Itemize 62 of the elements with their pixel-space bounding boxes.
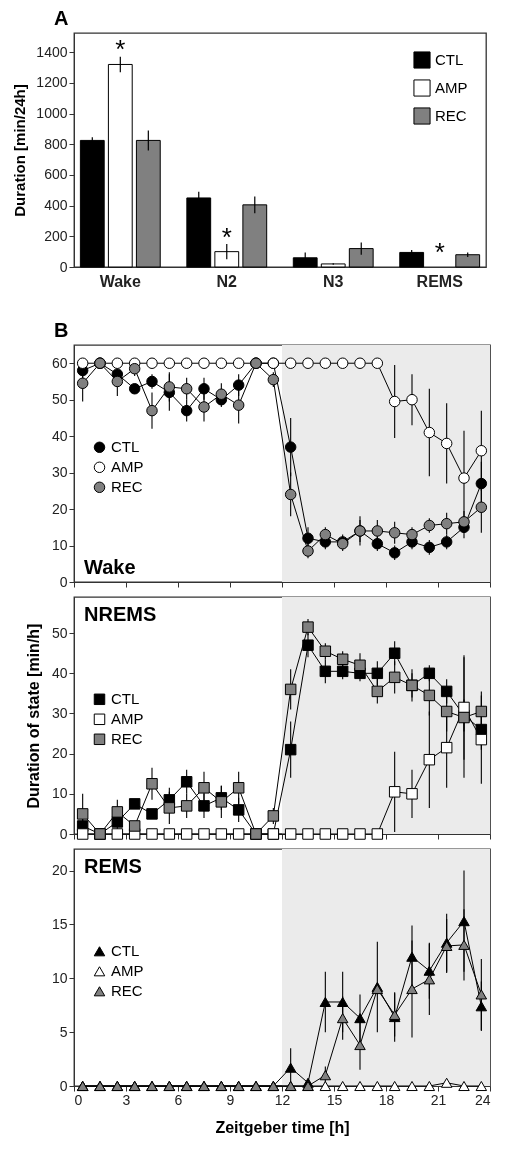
legend-label: AMP xyxy=(111,962,144,980)
y-tick-label: 20 xyxy=(51,500,68,517)
legend-label: REC xyxy=(435,107,467,124)
y-tick-label: 0 xyxy=(59,825,68,842)
x-tick-label: 0 xyxy=(74,1091,83,1108)
chart-title: B xyxy=(54,319,69,341)
legend-label: REC xyxy=(111,730,143,748)
y-tick-label: 1200 xyxy=(36,74,68,91)
y-tick-label: 600 xyxy=(44,166,68,183)
y-tick-label: 10 xyxy=(51,969,68,986)
annotation: * xyxy=(115,34,126,65)
y-tick-label: 50 xyxy=(51,624,68,641)
x-tick-label: REMS xyxy=(416,272,464,290)
legend-label: CTL xyxy=(111,438,140,456)
y-tick-label: 0 xyxy=(59,573,68,590)
x-tick-label: N2 xyxy=(216,272,238,290)
annotation: REMS xyxy=(84,855,142,877)
y-tick-label: 40 xyxy=(51,427,68,444)
x-tick-label: 24 xyxy=(474,1091,491,1108)
x-axis-title: Zeitgeber time [h] xyxy=(215,1118,350,1136)
y-tick-label: 5 xyxy=(59,1023,68,1040)
y-tick-label: 200 xyxy=(44,227,68,244)
legend-label: CTL xyxy=(435,51,464,68)
y-tick-label: 1400 xyxy=(36,43,68,60)
y-tick-label: 0 xyxy=(59,1077,68,1094)
legend-label: CTL xyxy=(111,942,140,960)
annotation: Wake xyxy=(84,556,136,578)
y-tick-label: 0 xyxy=(59,258,68,275)
legend-label: CTL xyxy=(111,690,140,708)
x-tick-label: 6 xyxy=(174,1091,183,1108)
x-tick-label: N3 xyxy=(323,272,344,290)
y-tick-label: 50 xyxy=(51,391,68,408)
y-tick-label: 40 xyxy=(51,664,68,681)
x-tick-label: 12 xyxy=(274,1091,291,1108)
y-tick-label: 400 xyxy=(44,197,68,214)
y-tick-label: 20 xyxy=(51,862,68,879)
y-tick-label: 20 xyxy=(51,745,68,762)
annotation: NREMS xyxy=(84,603,157,625)
legend-label: REC xyxy=(111,478,143,496)
legend-label: AMP xyxy=(111,458,144,476)
y-tick-label: 15 xyxy=(51,915,68,932)
legend-label: AMP xyxy=(111,710,144,728)
y-tick-label: 30 xyxy=(51,464,68,481)
y-tick-label: 1000 xyxy=(36,105,68,122)
x-tick-label: 3 xyxy=(122,1091,131,1108)
annotation: * xyxy=(434,237,445,267)
y-axis-title: Duration [min/24h] xyxy=(11,84,29,217)
y-tick-label: 800 xyxy=(44,135,68,152)
annotation: * xyxy=(221,221,232,252)
legend-label: AMP xyxy=(435,79,468,96)
chart-title: A xyxy=(54,7,69,29)
y-tick-label: 10 xyxy=(51,785,68,802)
x-tick-label: 18 xyxy=(378,1091,395,1108)
legend-label: REC xyxy=(111,982,143,1000)
x-tick-label: 15 xyxy=(326,1091,343,1108)
x-tick-label: 9 xyxy=(226,1091,235,1108)
y-tick-label: 60 xyxy=(51,354,68,371)
y-tick-label: 10 xyxy=(51,537,68,554)
y-tick-label: 30 xyxy=(51,704,68,721)
y-axis-title: Duration of state [min/h] xyxy=(24,623,42,809)
x-tick-label: 21 xyxy=(430,1091,447,1108)
x-tick-label: Wake xyxy=(99,272,142,290)
